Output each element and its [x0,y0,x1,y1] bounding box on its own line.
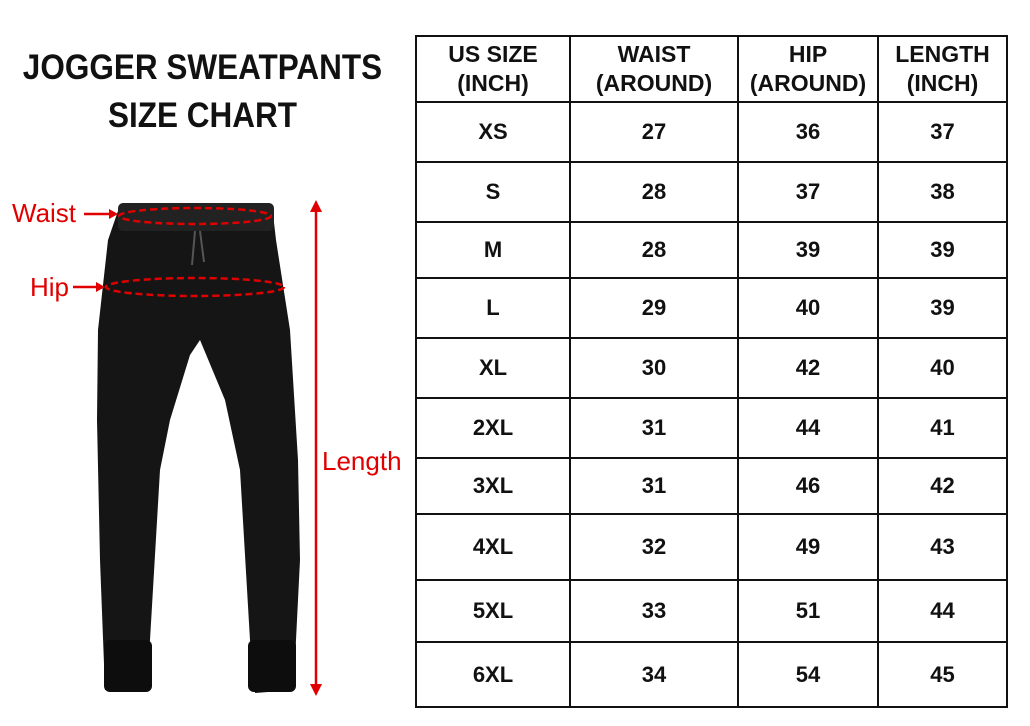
cell-hip: 40 [737,277,879,339]
cell-size: M [415,221,571,279]
cell-length: 43 [877,513,1008,581]
cell-waist: 27 [569,101,739,163]
waist-label: Waist [12,198,77,228]
cell-length: 39 [877,221,1008,279]
table-row: 6XL 34 54 45 [415,641,1008,708]
hip-label: Hip [30,272,70,302]
header-hip: HIP (AROUND) [737,35,879,103]
cell-hip: 39 [737,221,879,279]
cell-length: 37 [877,101,1008,163]
cell-hip: 46 [737,457,879,515]
cell-waist: 28 [569,161,739,223]
cell-hip: 54 [737,641,879,708]
cell-waist: 29 [569,277,739,339]
cell-length: 42 [877,457,1008,515]
cell-size: 2XL [415,397,571,459]
cell-hip: 44 [737,397,879,459]
cell-length: 40 [877,337,1008,399]
cell-size: XS [415,101,571,163]
cell-hip: 42 [737,337,879,399]
table-row: 2XL 31 44 41 [415,397,1008,459]
cell-size: XL [415,337,571,399]
table-row: 4XL 32 49 43 [415,513,1008,581]
pants-illustration [73,200,322,696]
waist-marker [117,206,273,226]
header-waist: WAIST (AROUND) [569,35,739,103]
table-row: XL 30 42 40 [415,337,1008,399]
cell-length: 41 [877,397,1008,459]
cell-hip: 49 [737,513,879,581]
cell-size: 5XL [415,579,571,643]
cell-waist: 31 [569,397,739,459]
length-label: Length [322,446,402,476]
cell-size: 3XL [415,457,571,515]
jogger-pants-image [97,203,300,693]
hip-marker [104,276,286,298]
cell-waist: 34 [569,641,739,708]
cell-waist: 30 [569,337,739,399]
cell-length: 38 [877,161,1008,223]
cell-waist: 31 [569,457,739,515]
cell-waist: 28 [569,221,739,279]
cell-size: 6XL [415,641,571,708]
table-row: S 28 37 38 [415,161,1008,223]
size-table: US SIZE (INCH) WAIST (AROUND) HIP (AROUND) … [415,35,1008,708]
header-row: US SIZE (INCH) WAIST (AROUND) HIP (AROUND) … [415,35,1008,103]
table-row: L 29 40 39 [415,277,1008,339]
cell-hip: 37 [737,161,879,223]
cell-waist: 32 [569,513,739,581]
cell-length: 44 [877,579,1008,643]
header-size: US SIZE (INCH) [415,35,571,103]
cell-size: 4XL [415,513,571,581]
cell-length: 39 [877,277,1008,339]
chart-title: JOGGER SWEATPANTS [22,48,383,87]
cell-hip: 51 [737,579,879,643]
cell-waist: 33 [569,579,739,643]
header-length: LENGTH (INCH) [877,35,1008,103]
table-row: XS 27 36 37 [415,101,1008,163]
cell-size: S [415,161,571,223]
table-row: 3XL 31 46 42 [415,457,1008,515]
cell-size: L [415,277,571,339]
table-row: 5XL 33 51 44 [415,579,1008,643]
table-row: M 28 39 39 [415,221,1008,279]
cell-hip: 36 [737,101,879,163]
chart-subtitle: SIZE CHART [108,96,297,135]
cell-length: 45 [877,641,1008,708]
